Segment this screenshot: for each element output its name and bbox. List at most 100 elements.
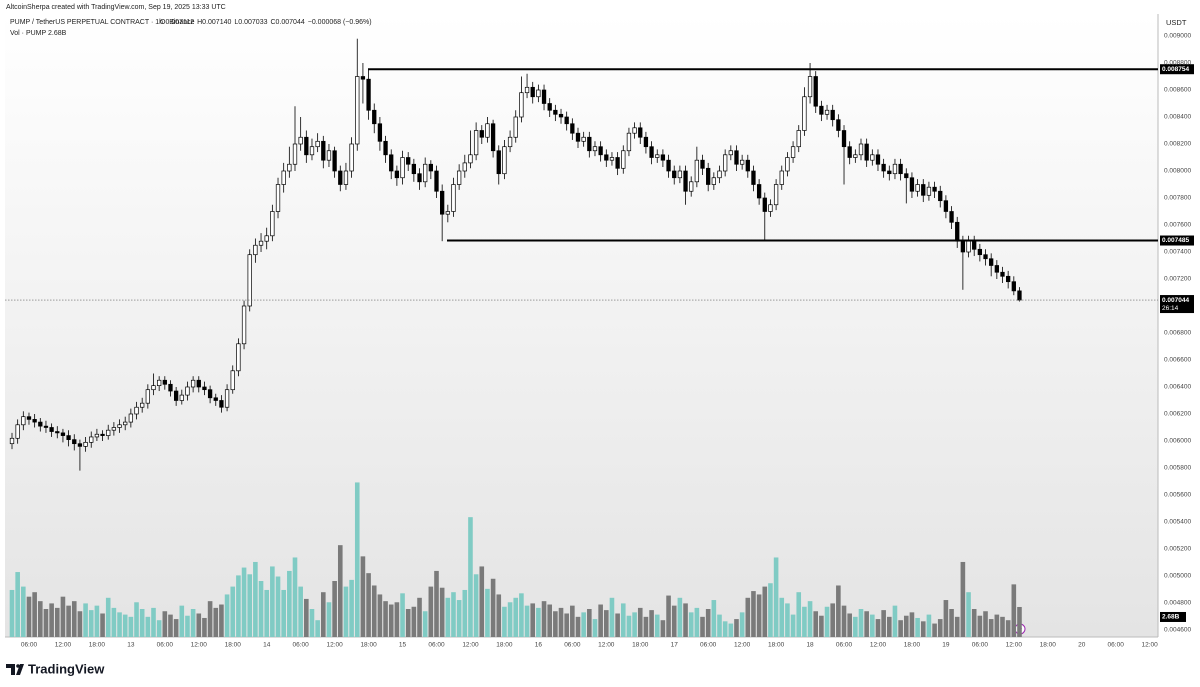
candle-body	[604, 154, 609, 161]
volume-bar	[615, 613, 620, 637]
candle-body	[858, 143, 864, 156]
x-tick-label: 12:00	[734, 642, 751, 649]
candle-body	[332, 150, 337, 172]
candle-body	[966, 240, 971, 253]
candle-body	[921, 184, 926, 196]
candle-body	[802, 96, 807, 131]
volume-bar	[796, 592, 802, 637]
x-tick-label: 16	[535, 642, 543, 649]
volume-bar	[977, 615, 983, 637]
volume-bar	[547, 604, 552, 637]
candle-body	[496, 150, 501, 175]
volume-bar	[360, 556, 366, 637]
volume-bar	[66, 605, 71, 637]
candle-body	[717, 170, 722, 179]
plot-area	[5, 14, 1158, 637]
volume-bar	[15, 572, 20, 637]
candle-body	[372, 109, 377, 125]
volume-bar	[264, 589, 269, 637]
volume-bar	[321, 592, 326, 637]
candle-body	[292, 143, 298, 165]
volume-bar	[734, 619, 739, 637]
candle-body	[173, 390, 179, 401]
candle-body	[938, 190, 943, 202]
y-tick-label: 0.005200	[1164, 546, 1191, 553]
volume-bar	[179, 605, 185, 637]
candle-body	[836, 119, 841, 131]
candle-body	[779, 170, 784, 185]
x-tick-label: 18:00	[768, 642, 785, 649]
volume-bar	[807, 601, 813, 637]
volume-label-box	[1160, 611, 1186, 622]
x-tick-label: 06:00	[700, 642, 717, 649]
volume-bar	[858, 609, 864, 637]
volume-bar	[479, 566, 485, 637]
candle-body	[813, 76, 818, 107]
volume-bar	[864, 611, 869, 637]
volume-bar	[60, 596, 66, 637]
x-tick-label: 12:00	[870, 642, 887, 649]
volume-bar	[887, 616, 892, 637]
volume-bar	[219, 604, 224, 637]
candle-body	[932, 186, 937, 192]
x-tick-label: 18:00	[496, 642, 513, 649]
currency: USDT	[1166, 18, 1187, 27]
candle-body	[909, 177, 915, 192]
x-tick-label: 12:00	[55, 642, 72, 649]
candle-body	[304, 136, 309, 156]
candle-body	[349, 143, 354, 172]
candle-body	[247, 254, 252, 307]
volume-bar	[337, 545, 343, 637]
candle-body	[77, 443, 83, 447]
volume-bar	[717, 614, 722, 637]
volume-bar	[632, 612, 637, 637]
candle-body	[711, 177, 716, 185]
candle-body	[638, 127, 643, 138]
candle-body	[564, 116, 569, 125]
candle-body	[615, 157, 620, 169]
candle-body	[253, 244, 258, 256]
y-tick-label: 0.007400	[1164, 249, 1191, 256]
x-tick-label: 18:00	[89, 642, 106, 649]
volume-bar	[247, 574, 253, 637]
y-tick-label: 0.004600	[1164, 627, 1191, 634]
volume-bar	[304, 598, 309, 637]
candle-body	[445, 211, 450, 215]
candle-body	[745, 159, 750, 172]
candle-body	[490, 123, 496, 152]
volume-bar	[315, 620, 320, 637]
volume-bar	[43, 609, 49, 637]
volume-bar	[185, 615, 190, 637]
volume-bar	[1017, 606, 1022, 637]
candle-body	[689, 181, 694, 192]
ohlc-legend-item: −0.000068 (−0.96%)	[308, 19, 372, 26]
volume-bar	[926, 614, 932, 637]
candle-body	[728, 150, 733, 156]
candle-body	[655, 154, 660, 158]
candle-body	[360, 76, 366, 80]
candle-body	[241, 305, 247, 345]
volume-bar	[620, 603, 626, 637]
x-tick-label: 18:00	[360, 642, 377, 649]
volume-bar	[932, 623, 937, 637]
x-tick-label: 18:00	[632, 642, 649, 649]
volume-bar	[49, 603, 54, 637]
volume-bar	[853, 616, 858, 637]
volume-bar	[377, 594, 383, 637]
candle-body	[621, 150, 626, 169]
volume-bar	[722, 621, 728, 637]
volume-bar	[77, 611, 83, 637]
volume-bar	[671, 605, 677, 637]
x-tick-label: 13	[127, 642, 135, 649]
volume-bar	[988, 619, 994, 637]
countdown: 26:14	[1162, 305, 1179, 312]
level-label-box	[1160, 235, 1194, 246]
volume-bar	[162, 611, 168, 637]
volume-bar	[660, 620, 666, 637]
ohlc-legend-item: L0.007033	[234, 19, 267, 26]
last-price-label: 0.007044	[1162, 297, 1189, 304]
candle-body	[207, 389, 213, 399]
candle-body	[26, 416, 32, 420]
candle-body	[824, 109, 830, 115]
candle-body	[887, 170, 892, 175]
